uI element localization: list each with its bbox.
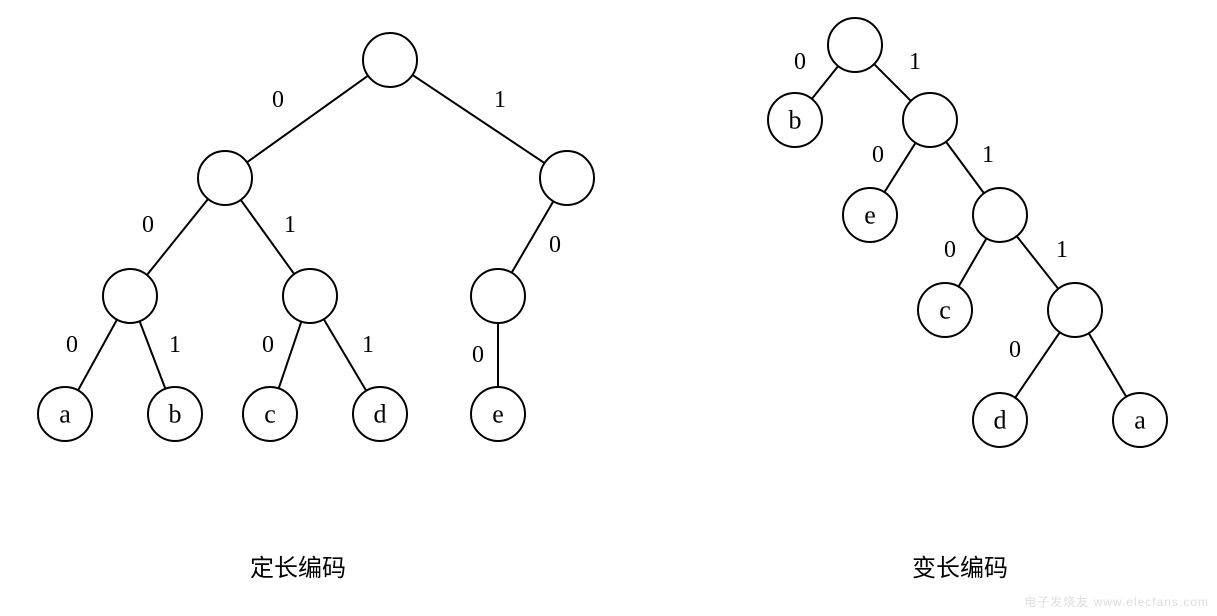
right-node-label: d: [994, 406, 1007, 435]
left-node: [103, 269, 157, 323]
right-node: [828, 18, 882, 72]
left-node-label: c: [264, 400, 276, 429]
right-edge: [1089, 333, 1127, 397]
left-edge-label: 0: [66, 332, 78, 358]
left-edge: [147, 199, 208, 275]
watermark: 电子发烧友 www.elecfans.com: [1024, 593, 1209, 610]
right-tree: 0 1 0 1 0 1 0 b e c d a: [768, 18, 1167, 447]
right-node-label: e: [864, 201, 876, 230]
left-edge-label: 1: [169, 332, 181, 358]
right-edge: [812, 66, 838, 99]
left-edge-label: 1: [494, 87, 506, 113]
right-edge-label: 1: [982, 142, 994, 168]
right-edge: [946, 142, 984, 194]
left-edge-label: 0: [272, 87, 284, 113]
left-edge-label: 0: [549, 232, 561, 258]
right-edge-label: 0: [872, 142, 884, 168]
left-node: [198, 151, 252, 205]
right-node: [973, 188, 1027, 242]
left-node-label: d: [374, 400, 387, 429]
right-edge-label: 0: [794, 49, 806, 75]
right-node-label: b: [789, 106, 802, 135]
right-edge-label: 0: [1009, 337, 1021, 363]
right-edge-label: 0: [944, 237, 956, 263]
right-node-label: a: [1134, 406, 1146, 435]
right-node: [1048, 283, 1102, 337]
left-edge: [512, 201, 554, 272]
right-edge-label: 1: [909, 49, 921, 75]
left-edge: [324, 319, 366, 391]
left-edge: [247, 76, 368, 163]
right-node-label: c: [939, 296, 951, 325]
left-edge-label: 0: [142, 212, 154, 238]
left-node: [363, 33, 417, 87]
left-node-label: e: [492, 400, 504, 429]
left-node-label: b: [169, 400, 182, 429]
right-edge: [884, 143, 915, 192]
left-edge: [140, 321, 166, 389]
right-caption-text: 变长编码: [912, 556, 1008, 582]
right-edge: [959, 238, 987, 286]
left-node: [283, 269, 337, 323]
left-edge-label: 1: [362, 332, 374, 358]
left-node: [471, 269, 525, 323]
left-edge-label: 0: [262, 332, 274, 358]
diagram-svg: 0 1 0 1 0 0 1 0 1 0 a b c d e 0 1 0 1 0 1 0 b e c d a: [0, 0, 1217, 616]
left-node-label: a: [59, 400, 71, 429]
left-edge-label: 1: [284, 212, 296, 238]
left-edge: [412, 75, 544, 163]
left-tree: 0 1 0 1 0 0 1 0 1 0 a b c d e: [38, 33, 594, 441]
left-caption-text: 定长编码: [250, 556, 346, 582]
left-edge: [279, 322, 302, 389]
right-edge: [1015, 332, 1060, 397]
right-edge: [874, 64, 911, 101]
right-edge: [1017, 236, 1059, 289]
right-edge-label: 1: [1056, 237, 1068, 263]
left-caption: 定长编码: [250, 548, 346, 583]
right-node: [903, 93, 957, 147]
left-node: [540, 151, 594, 205]
left-edge-label: 0: [472, 342, 484, 368]
right-caption: 变长编码: [912, 548, 1008, 583]
left-edge: [78, 320, 117, 391]
